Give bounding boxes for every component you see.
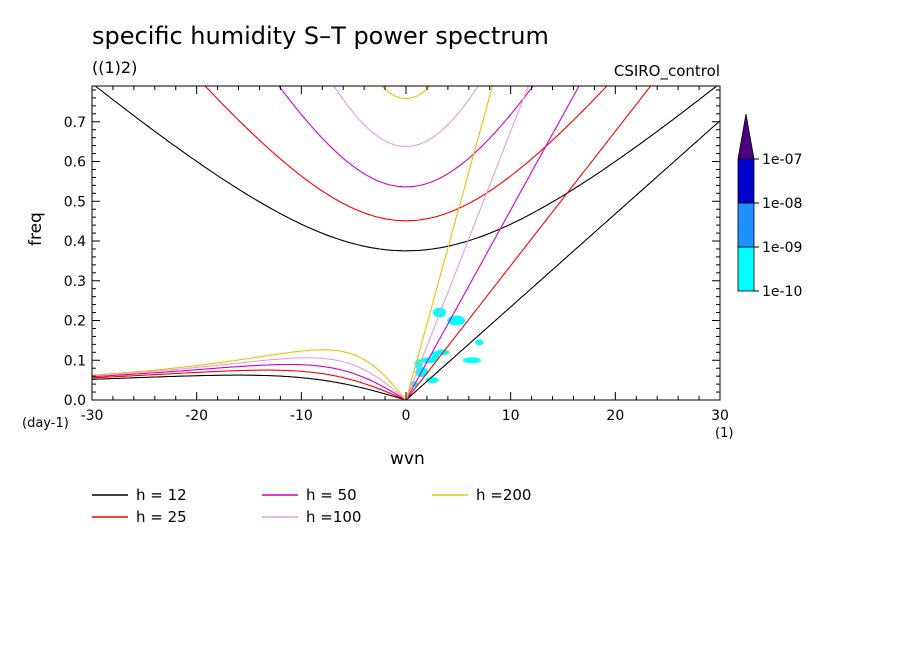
plot-frame bbox=[91, 85, 721, 401]
chart-title: specific humidity S–T power spectrum bbox=[92, 22, 549, 50]
colorbar-label: 1e-07 bbox=[762, 152, 802, 168]
gravity-curve bbox=[380, 86, 432, 100]
x-tick-label: 0 bbox=[402, 408, 411, 424]
y-tick-label: 0.5 bbox=[64, 194, 86, 210]
kelvin-curve bbox=[405, 120, 720, 400]
x-axis-unit: (1) bbox=[715, 426, 734, 441]
model-name: CSIRO_control bbox=[613, 62, 720, 80]
rossby-curve bbox=[92, 369, 407, 400]
y-tick-label: 0.4 bbox=[64, 234, 86, 250]
colorbar-arrow bbox=[737, 113, 755, 160]
power-blob bbox=[475, 339, 484, 346]
gravity-curve bbox=[333, 86, 479, 148]
y-axis-unit: (day-1) bbox=[22, 416, 69, 431]
colorbar-label: 1e-08 bbox=[762, 196, 802, 212]
legend-label: h = 50 bbox=[306, 486, 357, 504]
y-tick-label: 0.2 bbox=[64, 314, 86, 330]
gravity-curve bbox=[278, 86, 534, 188]
kelvin-curve bbox=[405, 86, 529, 400]
kelvin-curve bbox=[405, 86, 652, 400]
x-tick-label: -20 bbox=[185, 408, 208, 424]
x-axis-label: wvn bbox=[390, 449, 425, 469]
gravity-curve bbox=[94, 86, 718, 252]
gravity-curve bbox=[204, 86, 608, 222]
y-tick-label: 0.6 bbox=[64, 155, 86, 171]
colorbar-segment bbox=[737, 246, 755, 292]
y-tick-label: 0.7 bbox=[64, 115, 86, 131]
legend-label: h = 12 bbox=[136, 486, 187, 504]
y-tick-label: 0.1 bbox=[64, 353, 86, 369]
legend-label: h = 25 bbox=[136, 508, 187, 526]
x-tick-label: 30 bbox=[711, 408, 729, 424]
rossby-curve bbox=[92, 374, 407, 400]
colorbar-label: 1e-09 bbox=[762, 240, 802, 256]
colorbar-segment bbox=[737, 158, 755, 204]
legend-label: h =100 bbox=[306, 508, 361, 526]
x-tick-label: 20 bbox=[606, 408, 624, 424]
kelvin-curve bbox=[405, 86, 494, 400]
x-tick-label: -30 bbox=[81, 408, 104, 424]
rossby-curve bbox=[92, 349, 407, 400]
rossby-curve bbox=[92, 357, 407, 400]
y-tick-label: 0.3 bbox=[64, 274, 86, 290]
chart-units: ((1)2) bbox=[92, 58, 138, 77]
y-tick-label: 0.0 bbox=[64, 393, 86, 409]
x-tick-label: 10 bbox=[502, 408, 520, 424]
power-blob bbox=[462, 357, 481, 364]
rossby-curve bbox=[92, 363, 407, 400]
legend-label: h =200 bbox=[476, 486, 531, 504]
power-blob bbox=[425, 377, 439, 384]
x-tick-label: -10 bbox=[290, 408, 313, 424]
kelvin-curve bbox=[405, 86, 580, 400]
colorbar-label: 1e-10 bbox=[762, 284, 802, 300]
y-axis-label: freq bbox=[26, 212, 46, 246]
colorbar-segment bbox=[737, 202, 755, 248]
